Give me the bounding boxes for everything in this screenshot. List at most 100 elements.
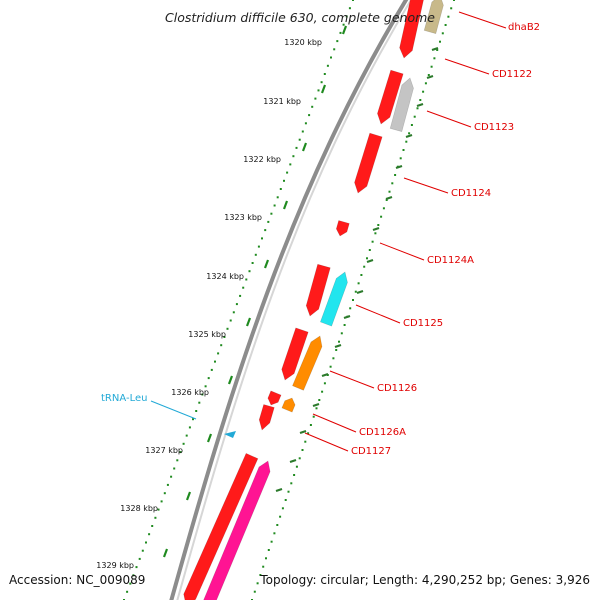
gc-tick [356, 289, 364, 295]
gene-label-cd1124a[interactable]: CD1124A [427, 255, 474, 266]
inner-ring-dot [317, 89, 320, 92]
outer-ring-dot [281, 507, 284, 510]
outer-ring-dot [279, 515, 282, 518]
scale-label-1323: 1323 kbp [224, 213, 262, 222]
outer-ring-dot [349, 307, 352, 310]
scale-label-1327: 1327 kbp [145, 446, 183, 455]
outer-ring-dot [450, 7, 453, 10]
outer-ring-dot [307, 432, 310, 435]
gene-label-cd1126a[interactable]: CD1126A [359, 427, 406, 438]
inner-ring-dot [330, 56, 332, 59]
outer-ring-dot [444, 24, 447, 26]
scale-tick [341, 25, 348, 35]
gene-label-cd1124[interactable]: CD1124 [451, 188, 491, 199]
gc-tick [334, 343, 342, 349]
outer-ring-dot [402, 149, 405, 151]
inner-ring-dot [229, 319, 232, 322]
inner-ring-dot [248, 270, 251, 273]
inner-ring-dot [217, 352, 220, 355]
outer-ring-dot [293, 474, 296, 476]
outer-ring-dot [259, 574, 262, 576]
scale-label-1320: 1320 kbp [284, 38, 322, 47]
gc-tick [431, 46, 439, 52]
outer-ring-dot [329, 365, 332, 368]
inner-ring-dot [301, 130, 304, 133]
inner-ring-dot [232, 311, 235, 314]
trna-leader-line [150, 400, 197, 420]
outer-ring-dot [399, 157, 402, 160]
gc-tick [416, 102, 424, 108]
outer-ring-dot [380, 215, 383, 218]
outer-ring-dot [363, 265, 366, 268]
gene-label-dhab2[interactable]: dhaB2 [508, 22, 540, 33]
gene-leader-line [403, 177, 449, 194]
inner-ring-dot [239, 294, 242, 297]
inner-ring-dot [270, 212, 273, 215]
inner-ring-dot [264, 229, 267, 232]
outer-ring-dot [332, 357, 335, 360]
gc-tick [372, 226, 380, 232]
inner-ring-dot [132, 574, 135, 577]
outer-ring-dot [368, 249, 371, 251]
gene-arrow-cd1126a-region [267, 390, 282, 406]
gc-tick [312, 402, 320, 408]
inner-ring-dot [245, 278, 248, 281]
outer-ring-dot [360, 274, 363, 276]
inner-ring-dot [348, 7, 351, 10]
gene-label-cd1126[interactable]: CD1126 [377, 383, 417, 394]
inner-ring-dot [276, 196, 279, 199]
inner-ring-dot [273, 204, 276, 207]
gene-label-cd1125[interactable]: CD1125 [403, 318, 443, 329]
gene-arrow-cd1122 [377, 69, 404, 125]
inner-ring-dot [201, 393, 204, 396]
reverse-strand-features [203, 0, 444, 600]
gene-label-cd1123[interactable]: CD1123 [474, 122, 514, 133]
outer-ring-dot [287, 490, 290, 493]
outer-ring-dot [430, 65, 433, 68]
gene-label-cd1122[interactable]: CD1122 [492, 69, 532, 80]
inner-ring-dot [254, 253, 257, 256]
gene-label-cd1127[interactable]: CD1127 [351, 446, 391, 457]
outer-ring-dot [273, 532, 276, 535]
outer-ring-dot [340, 332, 343, 335]
inner-ring-dot [292, 155, 295, 158]
scale-label-1329: 1329 kbp [96, 561, 134, 570]
inner-ring-dot [336, 40, 339, 43]
gene-arrow-pink [203, 460, 271, 600]
outer-ring-dot [301, 449, 304, 451]
scale-tick [282, 200, 289, 210]
outer-ring-dot [439, 40, 441, 43]
outer-ring-dot [441, 32, 444, 35]
outer-ring-dot [405, 140, 408, 143]
inner-ring-dot [145, 541, 147, 544]
gene-arrow-cd1125-region [305, 263, 331, 317]
scale-tick [263, 259, 270, 269]
outer-ring-dot [352, 299, 354, 301]
outer-ring-dot [433, 57, 436, 60]
gc-tick [395, 164, 403, 170]
outer-ring-dot [309, 424, 312, 426]
scale-label-1328: 1328 kbp [120, 504, 158, 513]
scale-tick [301, 142, 308, 152]
outer-ring-dot [410, 124, 413, 126]
outer-ring-dot [388, 190, 391, 193]
outer-ring-dot [304, 440, 307, 443]
gene-leader-line [379, 242, 425, 261]
outer-ring-dot [385, 199, 388, 201]
outer-ring-dot [253, 590, 256, 593]
inner-ring-dot [185, 434, 188, 437]
inner-ring-dot [261, 237, 263, 240]
trna-glyph [224, 431, 236, 438]
outer-ring-dot [270, 540, 273, 543]
trna-label[interactable]: tRNA-Leu [101, 393, 147, 404]
outer-ring-dot [408, 132, 411, 135]
inner-ring-dot [283, 179, 285, 182]
inner-ring-dot [192, 418, 194, 421]
outer-ring-dot [284, 499, 287, 501]
dotted-rings [123, 0, 455, 600]
gc-content-ticks [275, 46, 439, 493]
gene-leader-line [355, 304, 401, 324]
accession-text: Accession: NC_009089 [9, 573, 146, 587]
inner-ring-dot [163, 492, 166, 495]
